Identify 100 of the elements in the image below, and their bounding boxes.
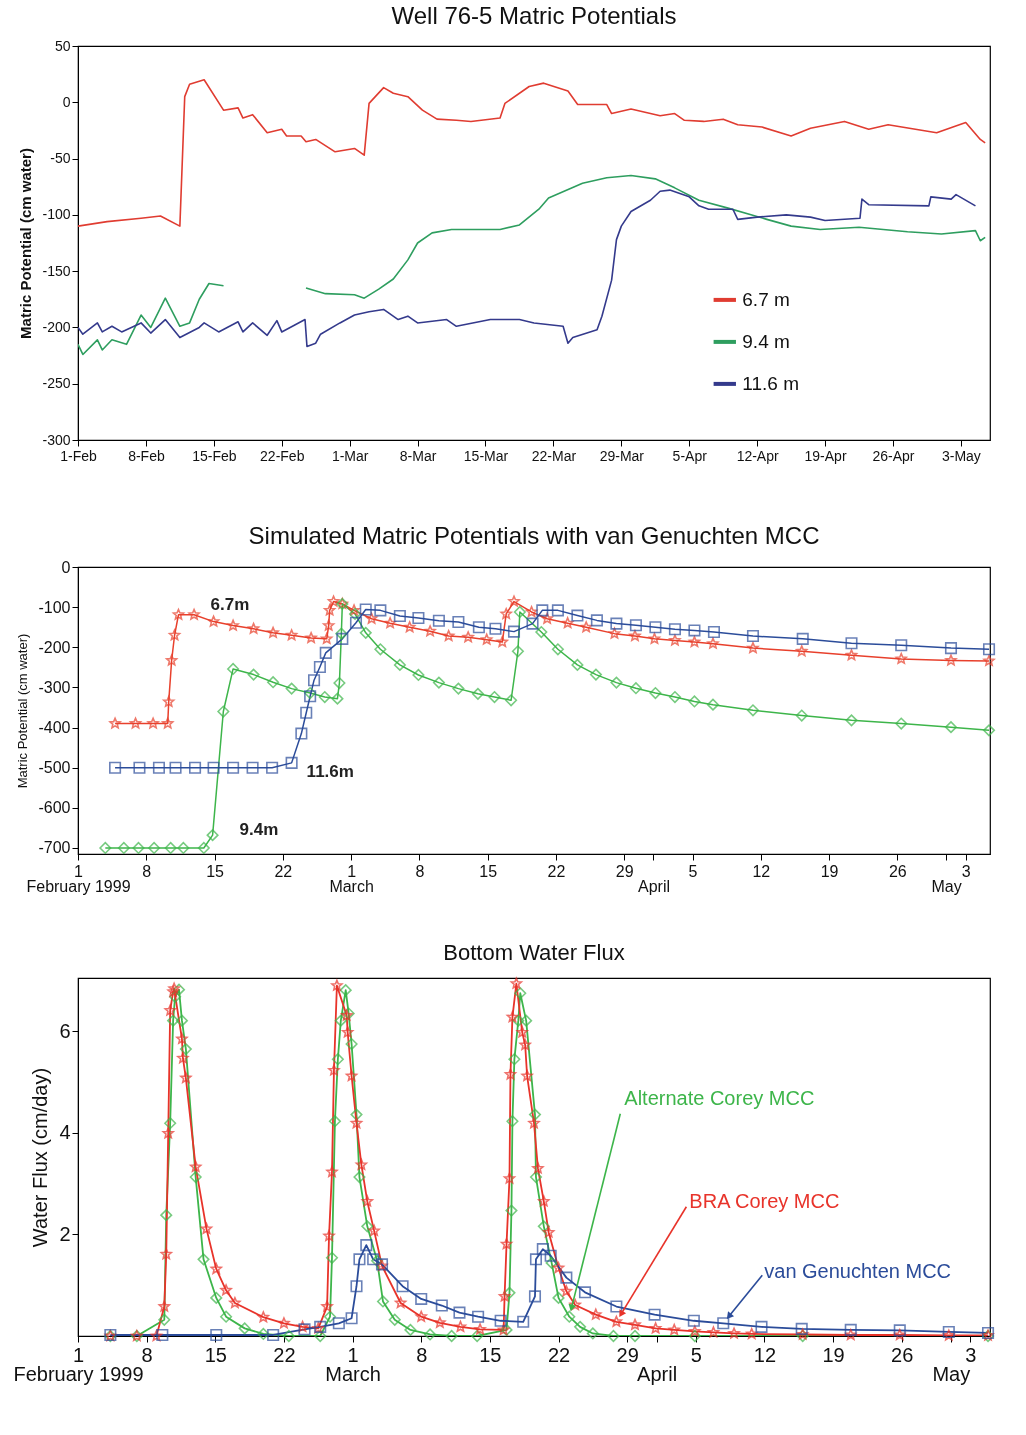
point (520, 1014, 533, 1027)
x-tick-label: 8 (142, 862, 152, 880)
point (500, 1323, 513, 1336)
point (210, 1328, 223, 1342)
point (944, 721, 958, 734)
point (796, 632, 809, 645)
point (133, 761, 146, 774)
point (472, 1310, 485, 1323)
y-tick-label: 6 (59, 1019, 71, 1042)
point (267, 626, 279, 638)
point (942, 1325, 955, 1338)
x-tick-label: 15-Mar (463, 447, 509, 464)
point (795, 1322, 808, 1335)
y-tick-label: -50 (50, 150, 71, 167)
point (327, 595, 340, 607)
text: BRA Corey MCC (689, 1189, 840, 1212)
point (374, 604, 387, 617)
x-tick-label: 12 (753, 1343, 777, 1366)
point (285, 682, 298, 695)
point (353, 1171, 366, 1184)
point (472, 621, 485, 634)
point (471, 1329, 484, 1343)
point (300, 706, 313, 719)
y-tick-label: 50 (54, 37, 71, 54)
point (893, 1324, 906, 1337)
point (165, 654, 178, 666)
x-tick-label: 1 (347, 862, 357, 880)
point (629, 619, 642, 632)
x-tick-label: 22 (274, 862, 293, 880)
point (610, 617, 623, 630)
text: Alternate Corey MCC (624, 1086, 815, 1109)
point (571, 658, 584, 671)
point (412, 611, 425, 625)
y-tick-label: -150 (42, 262, 71, 279)
x-tick-label: 15-Feb (192, 447, 237, 464)
point (648, 1308, 661, 1321)
point (544, 1249, 557, 1262)
point (513, 605, 526, 618)
y-tick-label: -400 (38, 719, 71, 737)
point (350, 1280, 363, 1293)
point (511, 645, 524, 658)
point (688, 695, 701, 708)
x-tick-label: 8-Feb (128, 447, 165, 464)
point (189, 761, 202, 774)
chart-title: Well 76-5 Matric Potentials (391, 2, 677, 29)
chart-title: Bottom Water Flux (443, 940, 625, 966)
point (489, 622, 502, 635)
point (452, 615, 465, 629)
point (488, 691, 501, 704)
point (471, 687, 484, 700)
point (322, 619, 335, 631)
point (348, 607, 362, 621)
point (246, 761, 259, 774)
point (589, 668, 602, 681)
point (267, 676, 280, 689)
point (529, 1171, 543, 1184)
point (238, 1322, 251, 1335)
point (325, 1251, 339, 1264)
x-tick-label: 8 (415, 862, 425, 880)
point (359, 626, 372, 639)
x-tick-label: 15 (479, 862, 498, 880)
point (578, 1286, 592, 1299)
point (536, 604, 549, 617)
x-tick-label: 19 (822, 1343, 845, 1366)
y-tick-label: -700 (38, 839, 71, 857)
point (367, 1253, 380, 1266)
point (318, 691, 331, 704)
point (320, 632, 333, 644)
point (551, 643, 564, 656)
point (610, 676, 623, 689)
point (668, 691, 681, 704)
x-tick-label: 8-Mar (399, 447, 437, 464)
point (526, 617, 539, 630)
point (844, 1323, 857, 1336)
point (586, 1327, 599, 1340)
point (707, 625, 721, 639)
point (333, 676, 346, 690)
point (845, 649, 858, 661)
point (384, 617, 396, 629)
point (172, 608, 185, 620)
point (649, 687, 662, 700)
point (432, 614, 445, 627)
x-tick-label: 1-Feb (60, 447, 97, 464)
point (285, 756, 298, 769)
y-tick-label: 0 (62, 93, 71, 110)
point (167, 1014, 180, 1027)
point (109, 761, 122, 774)
series-label: 6.7m (210, 594, 250, 614)
x-tick-label: 15 (206, 862, 225, 880)
point (795, 645, 808, 657)
point (580, 621, 592, 633)
x-tick-label: 26 (891, 1343, 914, 1366)
x-tick-label: 1-Mar (331, 447, 369, 464)
point (152, 761, 165, 774)
legend-label: 6.7 m (742, 288, 790, 310)
point (503, 1286, 516, 1299)
y-axis-title: Matric Potential (cm water) (17, 148, 35, 339)
point (895, 652, 908, 664)
x2-tick-label: April (637, 1362, 678, 1385)
point (561, 617, 574, 629)
